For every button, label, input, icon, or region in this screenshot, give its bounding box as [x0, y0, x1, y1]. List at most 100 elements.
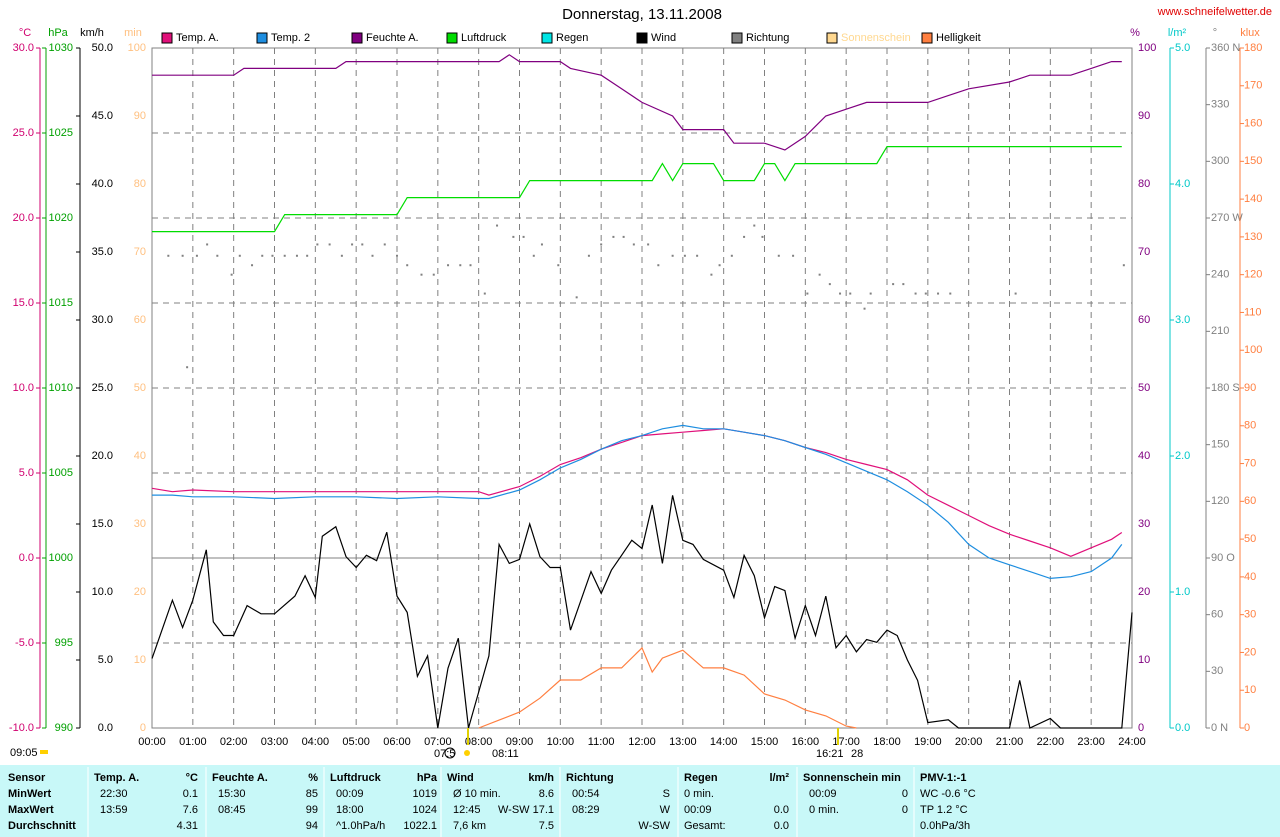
cell-value: 99	[306, 804, 318, 816]
cell-text: 08:29	[572, 804, 600, 816]
legend-swatch	[161, 32, 173, 44]
cell-value: 8.6	[539, 788, 554, 800]
data-point	[483, 292, 486, 295]
y-tick-label: 80	[1138, 178, 1150, 190]
data-point	[420, 273, 423, 276]
data-point	[396, 254, 398, 257]
x-tick-label: 02:00	[220, 736, 248, 748]
y-tick-label: 180 S	[1211, 382, 1240, 394]
row-label: MaxWert	[8, 804, 54, 816]
y-tick-label: 990	[55, 722, 73, 734]
data-point	[496, 224, 499, 227]
series-line	[152, 146, 1122, 233]
legend-label: Wind	[651, 32, 676, 44]
cell-text: 00:09	[336, 788, 364, 800]
y-tick-label: 90	[134, 110, 146, 122]
axis-unit: %	[1130, 27, 1140, 39]
y-tick-label: 5.0	[19, 467, 34, 479]
y-tick-label: 30	[134, 518, 146, 530]
annotation: 09:05	[10, 747, 38, 759]
x-tick-label: 05:00	[342, 736, 370, 748]
data-point	[328, 243, 331, 246]
y-tick-label: 60	[1244, 495, 1256, 507]
y-tick-label: 2.0	[1175, 450, 1190, 462]
data-point	[532, 254, 535, 257]
y-tick-label: 60	[1138, 314, 1150, 326]
y-tick-label: 120	[1211, 495, 1229, 507]
y-tick-label: 40.0	[92, 178, 113, 190]
data-point	[383, 243, 386, 246]
data-point	[371, 254, 374, 257]
cell-text: 15:30	[218, 788, 246, 800]
y-tick-label: 15.0	[13, 297, 34, 309]
y-tick-label: 360 N	[1211, 42, 1240, 54]
table-background	[0, 765, 1280, 837]
y-tick-label: 30.0	[13, 42, 34, 54]
data-point	[587, 254, 590, 257]
y-tick-label: 1025	[49, 127, 73, 139]
x-tick-label: 03:00	[261, 736, 289, 748]
y-tick-label: 60	[1211, 609, 1223, 621]
y-tick-label: 1020	[49, 212, 73, 224]
cell-text: 0.0hPa/3h	[920, 820, 970, 832]
cell-value: 0	[902, 788, 908, 800]
y-tick-label: 5.0	[1175, 42, 1190, 54]
data-point	[469, 264, 472, 267]
cell-text: 0 min.	[809, 804, 839, 816]
y-tick-label: 5.0	[98, 654, 113, 666]
y-tick-label: -5.0	[15, 637, 34, 649]
data-point	[406, 264, 409, 267]
data-point	[718, 264, 721, 267]
data-point	[849, 292, 852, 295]
data-point	[792, 254, 795, 257]
y-tick-label: 90 O	[1211, 552, 1235, 564]
axis-unit: hPa	[48, 27, 68, 39]
y-tick-label: 60	[134, 314, 146, 326]
data-point	[522, 235, 525, 238]
y-tick-label: 210	[1211, 325, 1229, 337]
cell-text: ^1.0hPa/h	[336, 820, 385, 832]
data-point	[181, 254, 184, 257]
x-tick-label: 17:00	[832, 736, 860, 748]
data-point	[540, 243, 543, 246]
y-tick-label: 50	[1244, 533, 1256, 545]
y-tick-label: 1.0	[1175, 586, 1190, 598]
y-tick-label: 3.0	[1175, 314, 1190, 326]
cell-value: 0.1	[183, 788, 198, 800]
legend-label: Regen	[556, 32, 588, 44]
data-point	[924, 292, 927, 295]
data-point	[949, 292, 952, 295]
y-tick-label: -10.0	[9, 722, 34, 734]
legend-swatch	[826, 32, 838, 44]
data-point	[777, 254, 780, 257]
y-tick-label: 90	[1244, 382, 1256, 394]
cell-text: 08:45	[218, 804, 246, 816]
y-tick-label: 180	[1244, 42, 1262, 54]
data-point	[283, 254, 286, 257]
data-point	[251, 264, 254, 267]
data-point	[892, 283, 895, 286]
data-point	[730, 254, 733, 257]
x-tick-label: 15:00	[751, 736, 779, 748]
data-point	[230, 273, 233, 276]
sun-icon	[464, 750, 470, 756]
legend-label: Feuchte A.	[366, 32, 419, 44]
x-tick-label: 08:00	[465, 736, 493, 748]
legend-label: Temp. 2	[271, 32, 310, 44]
cell-text: 00:09	[684, 804, 712, 816]
data-point	[710, 273, 713, 276]
y-tick-label: 0.0	[19, 552, 34, 564]
legend-swatch	[731, 32, 743, 44]
y-tick-label: 10	[1138, 654, 1150, 666]
x-tick-label: 23:00	[1077, 736, 1105, 748]
y-tick-label: 270 W	[1211, 212, 1243, 224]
data-point	[238, 254, 241, 257]
data-point	[622, 235, 625, 238]
y-tick-label: 10.0	[92, 586, 113, 598]
series-line	[478, 646, 857, 729]
data-point	[818, 273, 821, 276]
data-point	[753, 224, 756, 227]
y-tick-label: 50	[1138, 382, 1150, 394]
